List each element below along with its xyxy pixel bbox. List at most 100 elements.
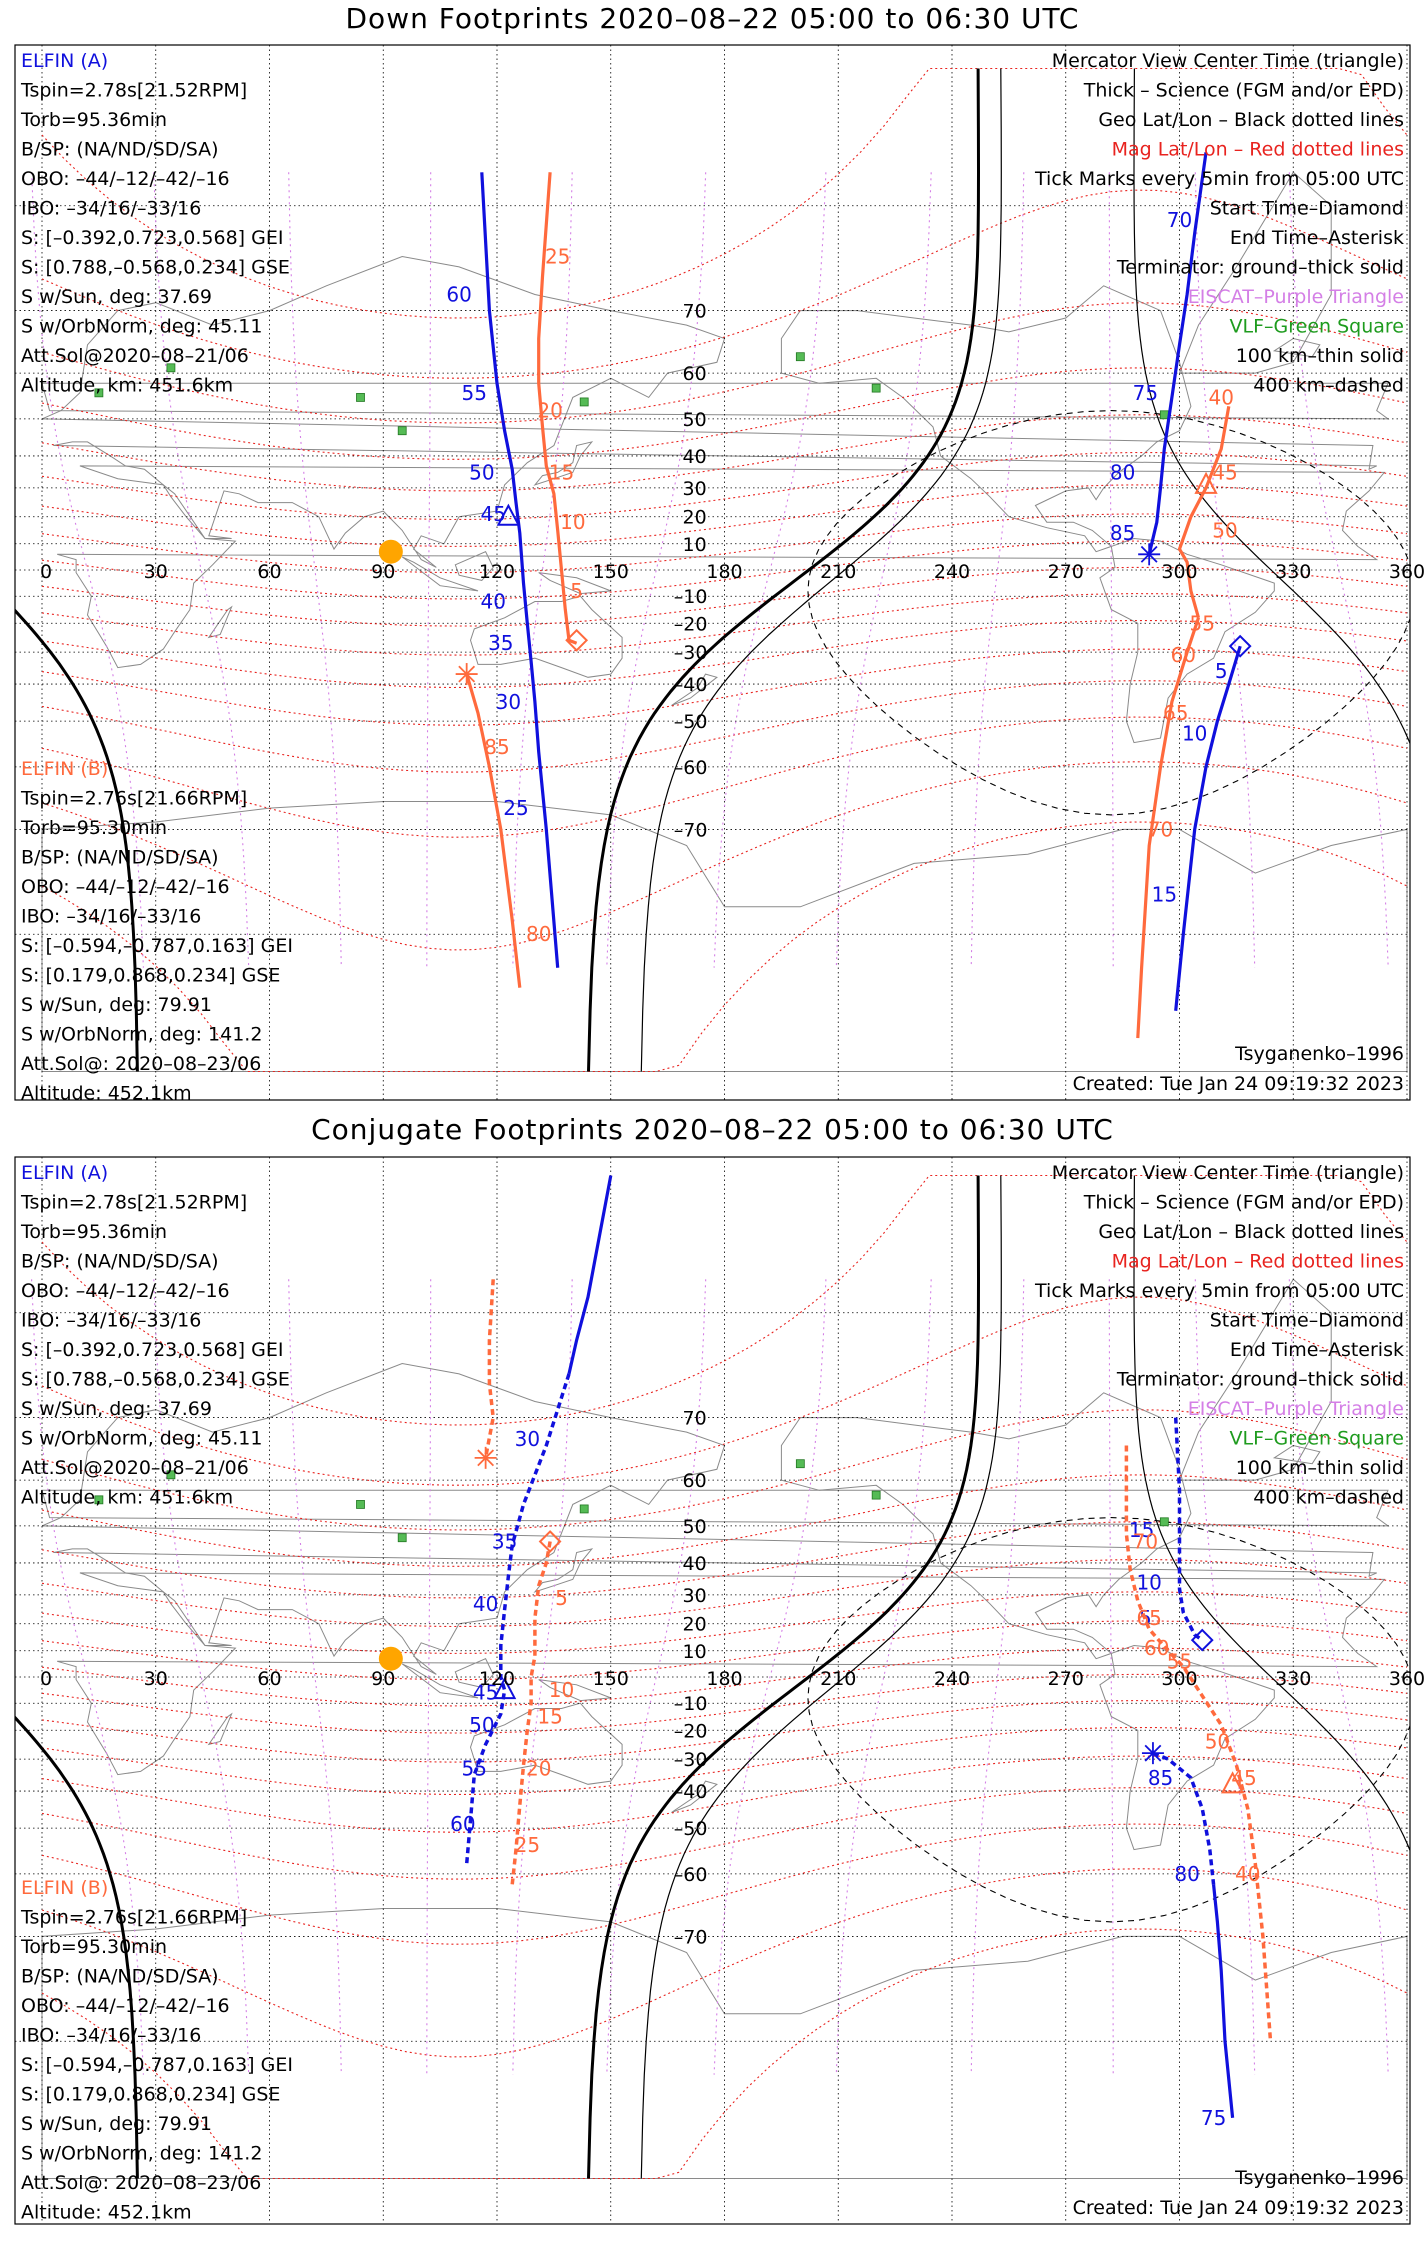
mag-lon-line (970, 1279, 1025, 2075)
vlf-station-marker (871, 1490, 881, 1500)
legend-entry: Tick Marks every 5min from 05:00 UTC (1034, 1280, 1404, 1302)
track-tick-label: 15 (1152, 883, 1177, 907)
mag-lon-line (1194, 172, 1256, 968)
conjugate-footprints-panel: 3035404550556051015202515105858075706560… (14, 1156, 1425, 2225)
center-time-triangle-marker (1220, 1771, 1245, 1794)
mag-lon-line (1108, 172, 1114, 968)
mag-lat-line (41, 1787, 1408, 1880)
mag-lat-line (41, 1591, 1408, 1654)
track-tick-label: 40 (1208, 385, 1233, 409)
elfin-b-info-line: S: [–0.594,–0.787,0.163] GEI (21, 2054, 293, 2076)
mag-lat-line (41, 1868, 1408, 2058)
track-tick-label: 35 (492, 1530, 517, 1554)
legend-entry: Thick – Science (FGM and/or EPD) (1083, 80, 1404, 102)
track-tick-label: 50 (469, 1713, 494, 1737)
track-tick-label: 80 (526, 922, 551, 946)
track-tick-label: 10 (1136, 1571, 1161, 1595)
elfin-a-info-line: Tspin=2.78s[21.52RPM] (20, 1192, 247, 1214)
legend-entry: Terminator: ground–thick solid (1116, 257, 1404, 279)
elfin-a-info-line: OBO: –44/–12/–42/–16 (21, 1280, 230, 1302)
terminator-ground (587, 68, 981, 1072)
vlf-station-marker (579, 1504, 589, 1514)
elfin-b-info-line: Torb=95.30min (20, 817, 167, 839)
elfin-b-info-line: IBO: –34/16/–33/16 (21, 2025, 201, 2047)
elfin-a-info-line: S w/OrbNorm, deg: 45.11 (21, 1428, 262, 1450)
legend-entry: 400 km–dashed (1253, 1487, 1404, 1509)
legend-entry: End Time–Asterisk (1230, 227, 1404, 249)
elfin-b-info-line: S: [–0.594,–0.787,0.163] GEI (21, 935, 293, 957)
terminator-ground (587, 1175, 981, 2179)
footprint-track-a (1152, 1751, 1216, 1885)
footprint-track-b (1136, 617, 1201, 1039)
footprint-track-a (1147, 152, 1208, 555)
footprint-track-b (537, 172, 578, 645)
track-tick-label: 45 (473, 1681, 498, 1705)
mag-lat-line (41, 821, 1408, 1073)
elfin-a-info-line: S: [–0.392,0.723,0.568] GEI (21, 227, 283, 249)
mag-lat-line (41, 761, 1408, 951)
mag-lat-line (41, 1823, 1408, 1945)
track-tick-label: 50 (469, 460, 494, 484)
created-timestamp: Created: Tue Jan 24 09:19:32 2023 (1073, 1073, 1404, 1095)
lat-tick-label: –60 (674, 757, 708, 779)
coastline (538, 1679, 611, 1702)
track-tick-label: 60 (450, 1812, 475, 1836)
lon-tick-label: 180 (706, 561, 742, 583)
lat-tick-label: –30 (674, 1749, 708, 1771)
track-tick-label: 30 (515, 1427, 540, 1451)
start-diamond-marker (1228, 634, 1252, 658)
mag-lat-line (41, 716, 1408, 838)
elfin-a-info-line: Torb=95.36min (20, 109, 167, 131)
lat-tick-label: –40 (674, 674, 708, 696)
track-tick-label: 75 (1133, 381, 1158, 405)
elfin-b-info-line: B/SP: (NA/ND/SD/SA) (21, 847, 219, 869)
mag-lon-line (512, 1279, 573, 2075)
start-diamond-marker (565, 628, 589, 652)
mag-lon-line (426, 172, 432, 968)
track-tick-label: 40 (473, 1592, 498, 1616)
coastline (454, 551, 494, 581)
legend-entry: End Time–Asterisk (1230, 1339, 1404, 1361)
track-tick-label: 65 (1163, 701, 1188, 725)
mag-lon-line (1288, 1279, 1389, 2075)
track-tick-label: 85 (1148, 1766, 1173, 1790)
coastline (671, 673, 718, 706)
legend-entry: 100 km–thin solid (1236, 1457, 1404, 1479)
end-asterisk-marker (1144, 1744, 1162, 1762)
lon-tick-label: 360 (1389, 561, 1425, 583)
elfin-a-info-line: B/SP: (NA/ND/SD/SA) (21, 1251, 219, 1273)
lat-tick-label: –50 (674, 711, 708, 733)
elfin-a-info-line: Att.Sol@2020–08–21/06 (21, 345, 249, 367)
mag-lat-line (41, 414, 1408, 492)
track-tick-label: 5 (555, 1586, 568, 1610)
coastline (469, 1702, 623, 1785)
elfin-a-info-title: ELFIN (A) (21, 1162, 108, 1184)
footprint-track-b (483, 1279, 495, 1459)
track-tick-label: 35 (488, 631, 513, 655)
coastline (207, 1712, 233, 1746)
elfin-b-info-line: OBO: –44/–12/–42/–16 (21, 876, 230, 898)
lat-tick-label: 30 (682, 478, 706, 500)
coastline (57, 465, 1386, 669)
mag-lat-line (41, 1726, 1408, 1796)
elfin-b-info-line: Tspin=2.76s[21.66RPM] (20, 1907, 247, 1929)
footprint-track-b (510, 1541, 552, 1885)
legend-entry: EISCAT–Purple Triangle (1188, 1398, 1404, 1420)
coastline (207, 605, 233, 639)
mag-lat-line (41, 648, 1408, 726)
elfin-a-info-line: S: [–0.392,0.723,0.568] GEI (21, 1339, 283, 1361)
elfin-b-info-line: B/SP: (NA/ND/SD/SA) (21, 1966, 219, 1988)
lon-tick-label: 60 (257, 1668, 281, 1690)
elfin-a-info-line: Att.Sol@2020–08–21/06 (21, 1457, 249, 1479)
lon-tick-label: 240 (934, 561, 970, 583)
lat-tick-label: –10 (674, 586, 708, 608)
track-tick-label: 55 (462, 381, 487, 405)
mag-lon-line (970, 172, 1025, 968)
track-tick-label: 60 (1171, 643, 1196, 667)
mag-lat-line (41, 513, 1408, 574)
lon-tick-label: 210 (820, 1668, 856, 1690)
mag-lat-line (41, 189, 1408, 379)
track-tick-label: 20 (526, 1756, 551, 1780)
track-tick-label: 60 (1144, 1636, 1169, 1660)
lat-tick-label: –70 (674, 819, 708, 841)
